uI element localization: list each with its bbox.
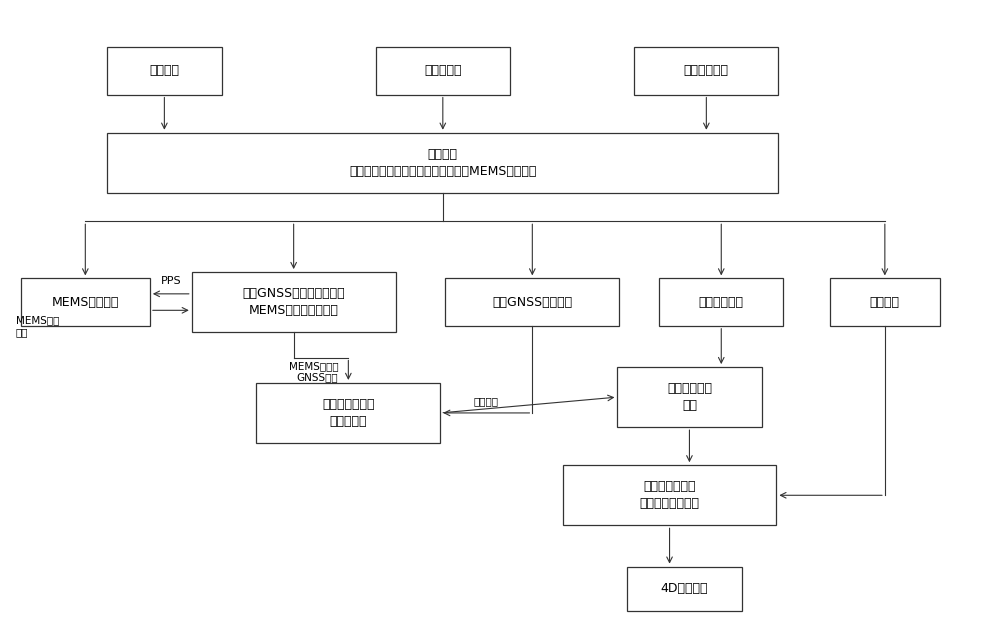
Text: 扩展卡尔曼滤波
组合后处理: 扩展卡尔曼滤波 组合后处理	[322, 398, 375, 428]
Text: MEMS、机载
GNSS数据: MEMS、机载 GNSS数据	[289, 360, 338, 382]
Text: 航线规划: 航线规划	[149, 65, 179, 77]
Text: MEMS观测
数据: MEMS观测 数据	[16, 316, 59, 337]
Bar	[634, 47, 778, 95]
Text: 光束法统一平差
（无地面参考点）: 光束法统一平差 （无地面参考点）	[640, 481, 700, 511]
Bar	[107, 133, 778, 193]
Bar	[376, 47, 510, 95]
Text: 位置、姿态角
内插: 位置、姿态角 内插	[667, 382, 712, 412]
Text: PPS: PPS	[161, 276, 181, 286]
Bar	[627, 567, 742, 611]
Text: 基站GNSS数据采集: 基站GNSS数据采集	[492, 296, 572, 309]
Text: MEMS数据采集: MEMS数据采集	[52, 296, 119, 309]
Text: 基站数据: 基站数据	[474, 397, 499, 406]
Bar	[256, 383, 440, 443]
Bar	[192, 272, 396, 332]
Bar	[107, 47, 222, 95]
Text: 曝光时间记录: 曝光时间记录	[699, 296, 744, 309]
Bar	[445, 279, 619, 326]
Text: 基站位置确定: 基站位置确定	[684, 65, 729, 77]
Text: 4D产品生产: 4D产品生产	[661, 582, 708, 595]
Text: 航拍影像: 航拍影像	[870, 296, 900, 309]
Text: 机载GNSS基站数据采集、
MEMS数据同步、存储: 机载GNSS基站数据采集、 MEMS数据同步、存储	[242, 287, 345, 317]
Text: 曝光点确定: 曝光点确定	[424, 65, 462, 77]
Bar	[659, 279, 783, 326]
Bar	[563, 465, 776, 525]
Bar	[21, 279, 150, 326]
Text: 设备安装
（天线位置，接收机、飞控、相机、MEMS的连线）: 设备安装 （天线位置，接收机、飞控、相机、MEMS的连线）	[349, 148, 537, 178]
Bar	[830, 279, 940, 326]
Bar	[617, 367, 762, 427]
